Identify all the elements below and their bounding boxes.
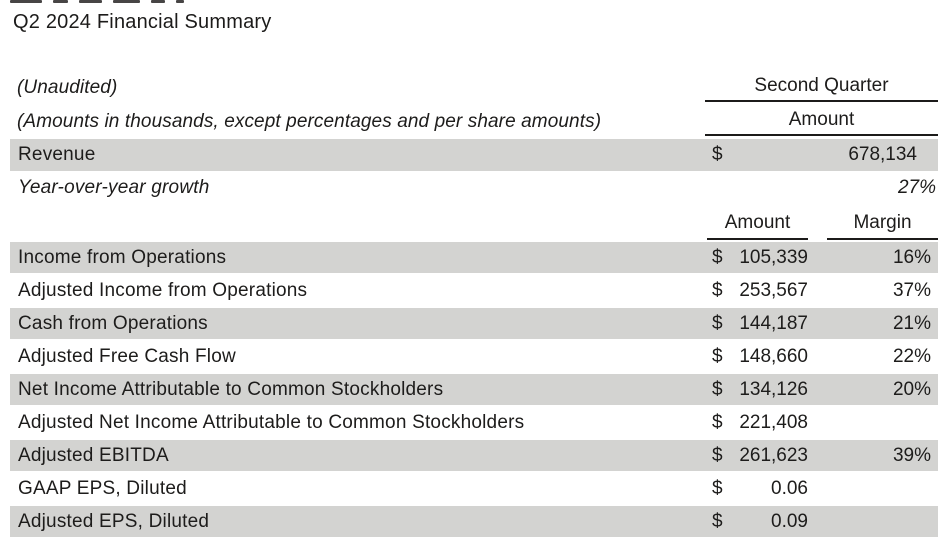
amount-value: 0.06: [771, 478, 808, 499]
currency-symbol: $: [712, 313, 723, 334]
artifact-mark: [10, 0, 42, 3]
margin-column-header: Margin: [827, 209, 938, 240]
margin-value: 22%: [892, 346, 931, 367]
second-quarter-column-header: Second Quarter: [705, 73, 938, 102]
revenue-row: Revenue $ 678,134: [10, 139, 938, 171]
table-row-net-income: Net Income Attributable to Common Stockh…: [10, 374, 938, 405]
artifact-mark: [151, 0, 165, 3]
amounts-note: (Amounts in thousands, except percentage…: [17, 111, 602, 132]
yoy-growth-value: 27%: [897, 177, 936, 198]
table-row-adjusted-free-cash-flow: Adjusted Free Cash Flow $ 148,660 22%: [10, 341, 938, 372]
margin-value: 37%: [892, 280, 931, 301]
margin-value: 20%: [892, 379, 931, 400]
yoy-growth-row: Year-over-year growth 27%: [10, 172, 938, 204]
revenue-amount: 678,134: [848, 144, 917, 165]
margin-value: 39%: [892, 445, 931, 466]
table-row-income-from-operations: Income from Operations $ 105,339 16%: [10, 242, 938, 273]
quarter-amount-column-header: Amount: [705, 107, 938, 136]
currency-symbol: $: [712, 280, 723, 301]
row-label: Adjusted Income from Operations: [18, 280, 308, 301]
amount-value: 148,660: [739, 346, 808, 367]
amount-value: 134,126: [739, 379, 808, 400]
row-label: Income from Operations: [18, 247, 227, 268]
row-label: Adjusted Net Income Attributable to Comm…: [18, 412, 525, 433]
unaudited-note: (Unaudited): [17, 77, 118, 98]
row-label: Adjusted EPS, Diluted: [18, 511, 210, 532]
revenue-label: Revenue: [18, 144, 96, 165]
amount-value: 105,339: [739, 247, 808, 268]
currency-symbol: $: [712, 412, 723, 433]
amount-column-header: Amount: [707, 209, 808, 240]
table-row-gaap-eps-diluted: GAAP EPS, Diluted $ 0.06: [10, 473, 938, 504]
row-label: Net Income Attributable to Common Stockh…: [18, 379, 444, 400]
amount-value: 253,567: [739, 280, 808, 301]
currency-symbol: $: [712, 478, 723, 499]
artifact-mark: [113, 0, 140, 3]
margin-value: 21%: [892, 313, 931, 334]
amount-value: 144,187: [739, 313, 808, 334]
amount-value: 261,623: [739, 445, 808, 466]
table-row-adjusted-ebitda: Adjusted EBITDA $ 261,623 39%: [10, 440, 938, 471]
artifact-mark: [53, 0, 68, 3]
currency-symbol: $: [712, 346, 723, 367]
table-row-adjusted-eps-diluted: Adjusted EPS, Diluted $ 0.09: [10, 506, 938, 537]
page-title: Q2 2024 Financial Summary: [13, 11, 272, 33]
artifact-mark: [176, 0, 184, 3]
table-row-cash-from-operations: Cash from Operations $ 144,187 21%: [10, 308, 938, 339]
revenue-currency-symbol: $: [712, 144, 723, 165]
currency-symbol: $: [712, 247, 723, 268]
table-row-adjusted-income-from-operations: Adjusted Income from Operations $ 253,56…: [10, 275, 938, 306]
row-label: Adjusted Free Cash Flow: [18, 346, 236, 367]
currency-symbol: $: [712, 445, 723, 466]
amount-value: 0.09: [771, 511, 808, 532]
table-row-adjusted-net-income: Adjusted Net Income Attributable to Comm…: [10, 407, 938, 438]
cropped-text-artifact: [10, 0, 184, 3]
metrics-table: Income from Operations $ 105,339 16% Adj…: [10, 242, 938, 539]
row-label: GAAP EPS, Diluted: [18, 478, 187, 499]
margin-value: 16%: [892, 247, 931, 268]
amount-value: 221,408: [739, 412, 808, 433]
row-label: Cash from Operations: [18, 313, 208, 334]
currency-symbol: $: [712, 379, 723, 400]
row-label: Adjusted EBITDA: [18, 445, 169, 466]
yoy-growth-label: Year-over-year growth: [18, 177, 210, 198]
currency-symbol: $: [712, 511, 723, 532]
artifact-mark: [79, 0, 102, 3]
